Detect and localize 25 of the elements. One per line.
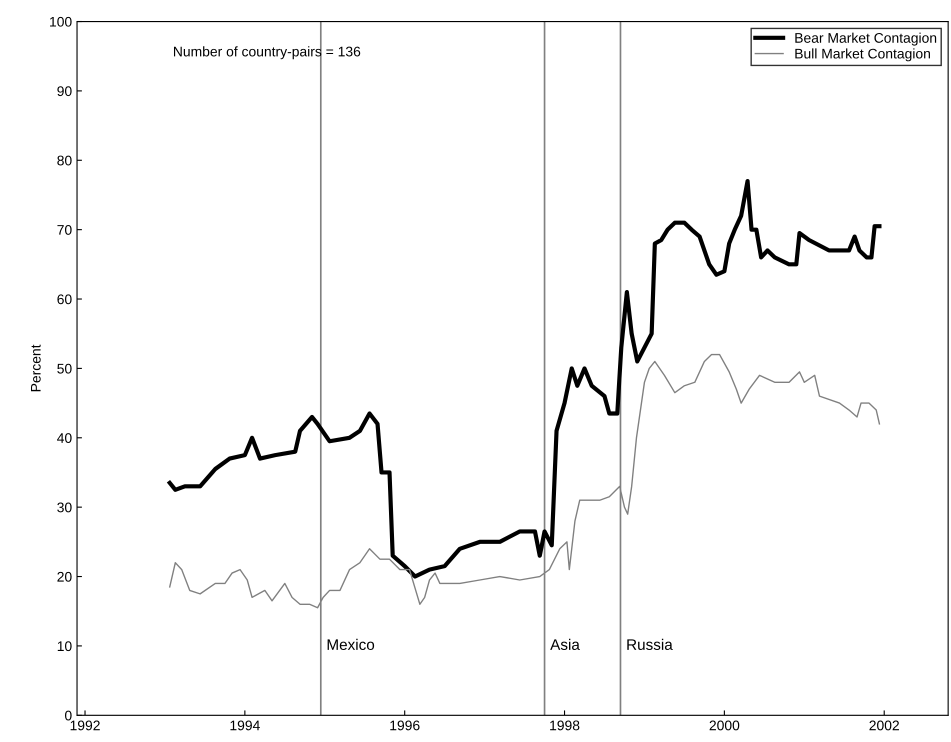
ref-line-label: Russia xyxy=(627,638,673,650)
annotation: Number of country-pairs = 136 xyxy=(174,46,360,60)
ref-line-label: Mexico xyxy=(328,638,374,650)
y-tick-label: 40 xyxy=(57,433,72,443)
y-tick-label: 30 xyxy=(57,502,72,512)
y-tick-label: 60 xyxy=(57,294,72,304)
y-tick-label: 10 xyxy=(58,641,72,652)
y-tick-label: 0 xyxy=(64,710,72,720)
ref-line-label: Asia xyxy=(550,638,580,650)
x-tick-label: 1994 xyxy=(230,720,260,730)
y-tick-label: 100 xyxy=(50,16,72,27)
y-tick-label: 20 xyxy=(57,572,72,582)
x-tick-label: 2002 xyxy=(869,720,899,730)
x-tick-label: 1992 xyxy=(70,720,100,730)
x-tick-label: 1996 xyxy=(390,720,420,730)
x-tick-label: 1998 xyxy=(550,720,580,730)
y-tick-label: 90 xyxy=(57,86,72,96)
x-tick-label: 2000 xyxy=(710,720,740,730)
y-axis-title: Percent xyxy=(31,344,41,392)
line-series xyxy=(168,179,882,579)
legend-label: Bull Market Contagion xyxy=(795,48,930,62)
legend-label: Bear Market Contagion xyxy=(795,32,936,46)
y-tick-label: 50 xyxy=(57,364,72,374)
y-tick-label: 80 xyxy=(57,156,72,166)
y-tick-label: 70 xyxy=(57,224,72,235)
